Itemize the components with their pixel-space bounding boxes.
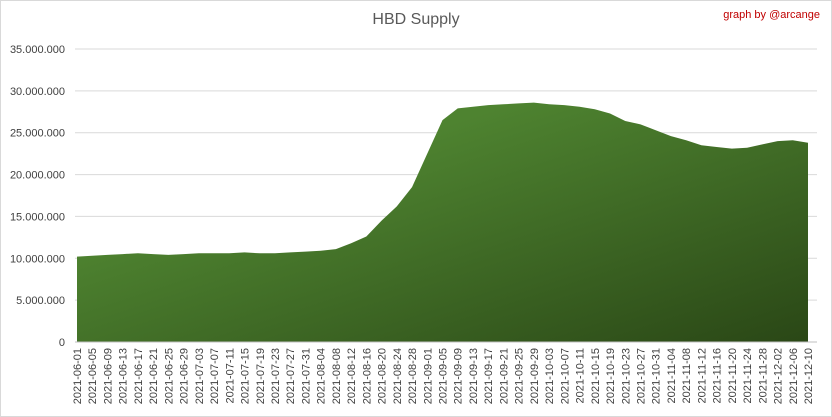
chart-title: HBD Supply bbox=[372, 11, 459, 28]
x-tick-label: 2021-11-16 bbox=[712, 348, 724, 403]
x-tick-label: 2021-10-11 bbox=[575, 348, 587, 403]
x-tick-label: 2021-07-15 bbox=[240, 348, 252, 404]
x-tick-label: 2021-11-24 bbox=[742, 348, 754, 403]
x-tick-label: 2021-12-10 bbox=[803, 348, 815, 404]
x-tick-label: 2021-06-25 bbox=[163, 348, 175, 404]
y-tick-label: 10.000.000 bbox=[10, 253, 65, 265]
x-tick-label: 2021-06-05 bbox=[87, 348, 99, 404]
x-tick-label: 2021-07-19 bbox=[255, 348, 267, 404]
x-tick-label: 2021-08-08 bbox=[331, 348, 343, 404]
annotation: graph by @arcange bbox=[723, 9, 820, 21]
x-tick-label: 2021-10-23 bbox=[620, 348, 632, 404]
y-tick-label: 35.000.000 bbox=[10, 44, 65, 56]
x-tick-label: 2021-09-17 bbox=[483, 348, 495, 404]
x-tick-label: 2021-08-16 bbox=[361, 348, 373, 404]
x-tick-label: 2021-12-02 bbox=[773, 348, 785, 404]
x-tick-label: 2021-10-19 bbox=[605, 348, 617, 404]
x-tick-label: 2021-06-21 bbox=[148, 348, 160, 404]
x-tick-label: 2021-11-20 bbox=[727, 348, 739, 403]
x-tick-label: 2021-09-25 bbox=[514, 348, 526, 404]
x-tick-label: 2021-07-27 bbox=[285, 348, 297, 404]
x-tick-label: 2021-06-29 bbox=[179, 348, 191, 404]
x-tick-label: 2021-12-06 bbox=[788, 348, 800, 404]
x-tick-label: 2021-11-04 bbox=[666, 348, 678, 403]
x-tick-label: 2021-07-23 bbox=[270, 348, 282, 404]
x-tick-label: 2021-10-03 bbox=[544, 348, 556, 404]
x-tick-label: 2021-10-15 bbox=[590, 348, 602, 404]
x-tick-label: 2021-08-12 bbox=[346, 348, 358, 404]
x-tick-label: 2021-08-20 bbox=[377, 348, 389, 404]
y-tick-label: 0 bbox=[59, 337, 65, 349]
y-tick-label: 25.000.000 bbox=[10, 128, 65, 140]
x-tick-label: 2021-10-27 bbox=[635, 348, 647, 404]
x-tick-label: 2021-09-29 bbox=[529, 348, 541, 404]
x-tick-label: 2021-08-28 bbox=[407, 348, 419, 404]
x-tick-label: 2021-07-31 bbox=[300, 348, 312, 404]
x-tick-label: 2021-10-31 bbox=[651, 348, 663, 404]
x-tick-label: 2021-08-24 bbox=[392, 348, 404, 404]
x-tick-label: 2021-07-07 bbox=[209, 348, 221, 404]
x-tick-label: 2021-06-01 bbox=[72, 348, 84, 404]
x-tick-label: 2021-10-07 bbox=[559, 348, 571, 404]
y-tick-label: 20.000.000 bbox=[10, 170, 65, 182]
y-tick-label: 15.000.000 bbox=[10, 211, 65, 223]
x-tick-label: 2021-06-13 bbox=[118, 348, 130, 404]
y-tick-label: 5.000.000 bbox=[16, 295, 65, 307]
x-tick-label: 2021-07-03 bbox=[194, 348, 206, 404]
x-tick-label: 2021-11-12 bbox=[696, 348, 708, 403]
x-tick-label: 2021-06-09 bbox=[102, 348, 114, 404]
x-tick-label: 2021-07-11 bbox=[224, 348, 236, 403]
x-tick-label: 2021-11-28 bbox=[757, 348, 769, 403]
x-tick-label: 2021-09-05 bbox=[438, 348, 450, 404]
area bbox=[77, 102, 808, 342]
x-tick-label: 2021-08-04 bbox=[316, 348, 328, 404]
x-tick-label: 2021-09-21 bbox=[498, 348, 510, 404]
x-tick-label: 2021-06-17 bbox=[133, 348, 145, 404]
x-tick-label: 2021-09-01 bbox=[422, 348, 434, 404]
x-tick-label: 2021-11-08 bbox=[681, 348, 693, 403]
x-tick-label: 2021-09-09 bbox=[453, 348, 465, 404]
x-tick-label: 2021-09-13 bbox=[468, 348, 480, 404]
y-tick-label: 30.000.000 bbox=[10, 86, 65, 98]
